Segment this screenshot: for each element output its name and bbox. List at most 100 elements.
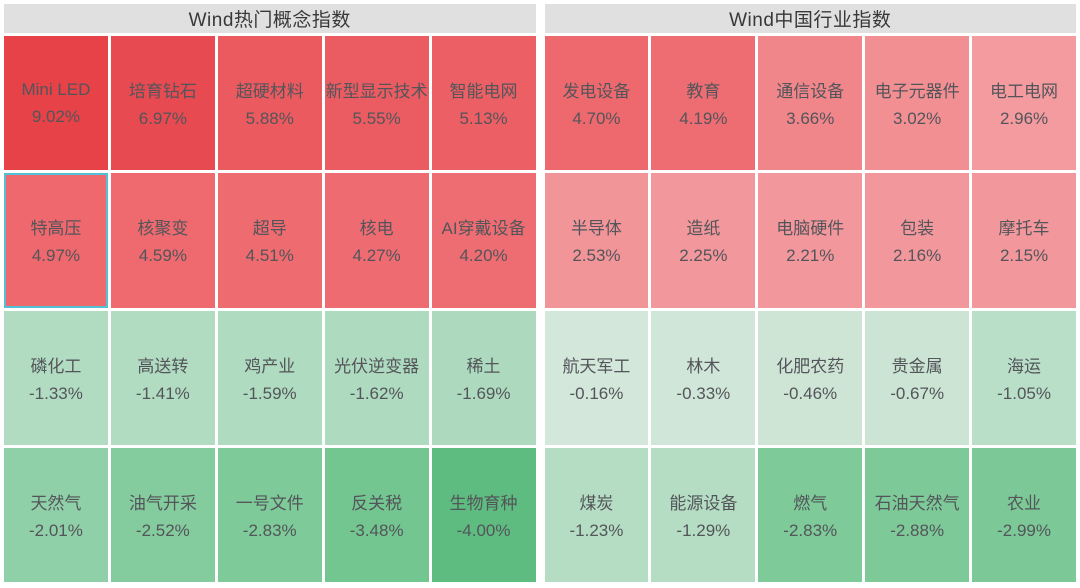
tile-name: 一号文件 bbox=[235, 493, 304, 513]
heatmap-tile[interactable]: 发电设备 4.70% bbox=[544, 36, 649, 171]
heatmap-tile[interactable]: 通信设备 3.66% bbox=[758, 36, 863, 171]
tile-name: 磷化工 bbox=[30, 356, 82, 376]
heatmap-tile[interactable]: 新型显示技术 5.55% bbox=[324, 36, 429, 171]
heatmap-tile[interactable]: 反关税 -3.48% bbox=[324, 447, 429, 582]
tile-percent: -1.59% bbox=[242, 383, 297, 403]
heatmap-tile[interactable]: 超硬材料 5.88% bbox=[217, 36, 322, 171]
tile-percent: 9.02% bbox=[31, 106, 81, 126]
tile-percent: -2.88% bbox=[890, 520, 945, 540]
tile-name: 油气开采 bbox=[128, 493, 197, 513]
heatmap-tile[interactable]: 摩托车 2.15% bbox=[972, 173, 1076, 308]
heatmap-tile[interactable]: 贵金属 -0.67% bbox=[865, 310, 970, 445]
heatmap-tile[interactable]: 核聚变 4.59% bbox=[110, 173, 215, 308]
heatmap-tile[interactable]: 半导体 2.53% bbox=[544, 173, 649, 308]
tile-name: 鸡产业 bbox=[244, 356, 296, 376]
tile-name: 贵金属 bbox=[891, 356, 943, 376]
tile-name: 智能电网 bbox=[449, 82, 518, 102]
tile-percent: -3.48% bbox=[349, 520, 404, 540]
tile-name: 核聚变 bbox=[137, 219, 189, 239]
heatmap-tile[interactable]: 鸡产业 -1.59% bbox=[217, 310, 322, 445]
tile-name: 培育钻石 bbox=[128, 82, 197, 102]
tile-percent: -0.67% bbox=[890, 383, 945, 403]
heatmap-tile[interactable]: 石油天然气 -2.88% bbox=[865, 447, 970, 582]
heatmap-tile[interactable]: 教育 4.19% bbox=[651, 36, 756, 171]
heatmap-tile[interactable]: 磷化工 -1.33% bbox=[4, 310, 108, 445]
tile-name: 高送转 bbox=[137, 356, 189, 376]
heatmap-tile[interactable]: 电脑硬件 2.21% bbox=[758, 173, 863, 308]
tile-name: 煤炭 bbox=[579, 493, 614, 513]
tile-name: 光伏逆变器 bbox=[334, 356, 420, 376]
tile-name: 包装 bbox=[900, 219, 935, 239]
tile-percent: -1.33% bbox=[29, 383, 83, 403]
tile-name: 燃气 bbox=[793, 493, 828, 513]
tile-percent: 2.16% bbox=[893, 246, 942, 266]
tile-name: 发电设备 bbox=[562, 82, 631, 102]
heatmap-tile[interactable]: 包装 2.16% bbox=[865, 173, 970, 308]
heatmap-tile[interactable]: 造纸 2.25% bbox=[651, 173, 756, 308]
tile-name: 林木 bbox=[686, 356, 721, 376]
heatmap-tile[interactable]: 光伏逆变器 -1.62% bbox=[324, 310, 429, 445]
heatmap-tile[interactable]: 燃气 -2.83% bbox=[758, 447, 863, 582]
heatmap-tile[interactable]: 农业 -2.99% bbox=[972, 447, 1076, 582]
tile-name: 农业 bbox=[1007, 493, 1042, 513]
tile-percent: 2.96% bbox=[999, 109, 1049, 129]
tile-percent: -0.46% bbox=[783, 383, 838, 403]
heatmap-tile[interactable]: 林木 -0.33% bbox=[651, 310, 756, 445]
heatmap-tile[interactable]: 培育钻石 6.97% bbox=[110, 36, 215, 171]
tile-name: 摩托车 bbox=[998, 219, 1050, 239]
heatmap-tile[interactable]: 一号文件 -2.83% bbox=[217, 447, 322, 582]
tile-name: 电脑硬件 bbox=[776, 219, 845, 239]
tile-name: 超导 bbox=[252, 219, 287, 239]
tile-percent: 5.88% bbox=[245, 109, 294, 129]
heatmap-tile[interactable]: 电子元器件 3.02% bbox=[865, 36, 970, 171]
tile-name: 超硬材料 bbox=[235, 82, 304, 102]
tile-percent: 4.70% bbox=[572, 109, 621, 129]
tile-percent: -2.83% bbox=[242, 520, 297, 540]
heatmap-tile[interactable]: 能源设备 -1.29% bbox=[651, 447, 756, 582]
heatmap-tile[interactable]: 天然气 -2.01% bbox=[4, 447, 108, 582]
tile-percent: -1.23% bbox=[569, 520, 624, 540]
tile-percent: -2.83% bbox=[783, 520, 838, 540]
tile-name: 能源设备 bbox=[669, 493, 738, 513]
tile-name: 通信设备 bbox=[776, 82, 845, 102]
tile-percent: 2.53% bbox=[572, 246, 621, 266]
tile-percent: 4.20% bbox=[459, 246, 508, 266]
heatmap-tile[interactable]: 生物育种 -4.00% bbox=[431, 447, 536, 582]
tile-percent: -0.16% bbox=[569, 383, 624, 403]
tile-percent: 3.66% bbox=[786, 109, 835, 129]
tile-percent: -1.62% bbox=[349, 383, 404, 403]
heatmap-tile[interactable]: 海运 -1.05% bbox=[972, 310, 1076, 445]
tile-name: AI穿戴设备 bbox=[441, 219, 526, 239]
heatmap-tile[interactable]: 特高压 4.97% bbox=[4, 173, 108, 308]
heatmap-grid-china-industry: 发电设备 4.70% 教育 4.19% 通信设备 3.66% 电子元器件 3.02% 电工电网 2… bbox=[544, 36, 1076, 582]
section-hot-concept-index: Wind热门概念指数 Mini LED 9.02% 培育钻石 6.97% 超硬材料 5.8… bbox=[4, 4, 536, 582]
heatmap-tile[interactable]: 稀土 -1.69% bbox=[431, 310, 536, 445]
tile-percent: 4.59% bbox=[138, 246, 187, 266]
heatmap-tile[interactable]: 智能电网 5.13% bbox=[431, 36, 536, 171]
tile-percent: 2.21% bbox=[786, 246, 835, 266]
tile-name: 教育 bbox=[686, 82, 721, 102]
tile-percent: 4.27% bbox=[352, 246, 401, 266]
tile-name: Mini LED bbox=[21, 79, 91, 99]
tile-name: 电工电网 bbox=[990, 82, 1059, 102]
heatmap-tile[interactable]: 航天军工 -0.16% bbox=[544, 310, 649, 445]
heatmap-tile[interactable]: 电工电网 2.96% bbox=[972, 36, 1076, 171]
tile-name: 电子元器件 bbox=[874, 82, 960, 102]
heatmap-tile[interactable]: 化肥农药 -0.46% bbox=[758, 310, 863, 445]
heatmap-tile[interactable]: 超导 4.51% bbox=[217, 173, 322, 308]
heatmap-tile[interactable]: 油气开采 -2.52% bbox=[110, 447, 215, 582]
tile-percent: 3.02% bbox=[893, 109, 942, 129]
tile-percent: 5.55% bbox=[352, 109, 401, 129]
tile-name: 核电 bbox=[359, 219, 394, 239]
tile-percent: -4.00% bbox=[456, 520, 511, 540]
heatmap-tile[interactable]: Mini LED 9.02% bbox=[4, 36, 108, 171]
heatmap-tile[interactable]: 煤炭 -1.23% bbox=[544, 447, 649, 582]
tile-name: 半导体 bbox=[570, 219, 622, 239]
heatmap-tile[interactable]: AI穿戴设备 4.20% bbox=[431, 173, 536, 308]
tile-percent: -2.52% bbox=[135, 520, 190, 540]
heatmap-tile[interactable]: 高送转 -1.41% bbox=[110, 310, 215, 445]
tile-percent: 6.97% bbox=[138, 109, 187, 129]
heatmap-tile[interactable]: 核电 4.27% bbox=[324, 173, 429, 308]
section-title-hot-concept: Wind热门概念指数 bbox=[4, 4, 536, 33]
tile-percent: -2.99% bbox=[997, 520, 1051, 540]
